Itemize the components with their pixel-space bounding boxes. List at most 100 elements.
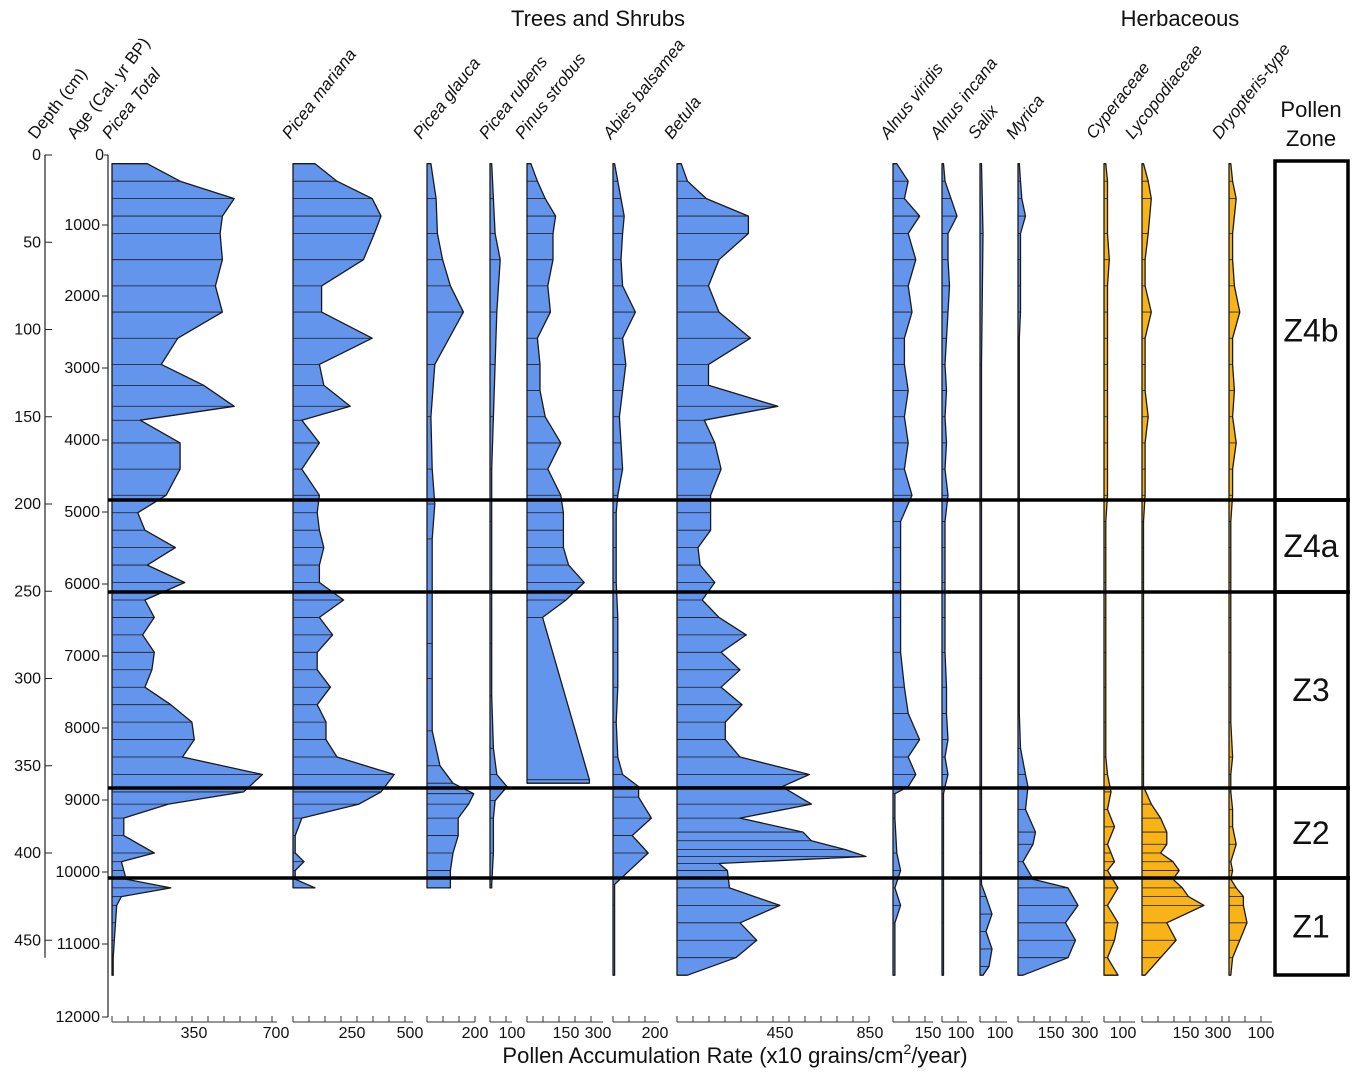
- taxon-x-axis: 450 850: [676, 1016, 884, 1042]
- taxon-label: Dryopteris-type: [1208, 40, 1294, 143]
- zone-label: Z4a: [1283, 528, 1338, 564]
- taxon-dryopteris-type: Dryopteris-type 100: [1208, 40, 1294, 1042]
- taxon-x-axis: 250 500: [292, 1016, 424, 1042]
- group-label-trees: Trees and Shrubs: [511, 6, 685, 31]
- pollen-curve: [892, 163, 921, 976]
- pollen-curve: [1017, 163, 1079, 976]
- depth-tick-label: 50: [23, 234, 41, 251]
- zone-boundaries: Z4b Z4a Z3 Z2 Z1: [108, 159, 1350, 977]
- zone-header-line2: Zone: [1286, 126, 1336, 151]
- pollen-curve: [292, 163, 395, 889]
- taxon-x-axis: 100: [1103, 1016, 1137, 1042]
- x-tick-label: 350: [181, 1025, 208, 1042]
- age-tick-label: 5000: [64, 504, 100, 521]
- x-tick-label: 150: [1038, 1025, 1065, 1042]
- age-tick-label: 7000: [64, 648, 100, 665]
- taxon-label: Picea mariana: [278, 45, 360, 142]
- pollen-curve: [489, 163, 508, 889]
- x-tick-label: 850: [857, 1025, 884, 1042]
- x-axis-title: Pollen Accumulation Rate (x10 grains/cm2…: [502, 1041, 967, 1068]
- taxon-salix: Salix 100: [964, 101, 1013, 1042]
- taxon-x-axis: 200: [612, 1016, 669, 1042]
- x-axis-title-main: Pollen Accumulation Rate (x10 grains/cm: [502, 1043, 903, 1068]
- pollen-curve: [941, 163, 958, 976]
- x-tick-label: 200: [462, 1025, 489, 1042]
- pollen-curve: [526, 163, 591, 784]
- depth-tick-label: 0: [32, 147, 41, 164]
- taxon-picea-glauca: Picea glauca 200: [409, 54, 488, 1042]
- pollen-curve: [111, 163, 264, 976]
- x-tick-label: 100: [987, 1025, 1014, 1042]
- x-tick-label: 300: [1205, 1025, 1232, 1042]
- age-tick-label: 6000: [64, 576, 100, 593]
- zone-header-line1: Pollen: [1280, 97, 1341, 122]
- taxon-label: Betula: [660, 93, 705, 143]
- group-label-herbaceous: Herbaceous: [1121, 6, 1240, 31]
- x-axis-title-sup: 2: [904, 1041, 912, 1057]
- x-tick-label: 150: [915, 1025, 942, 1042]
- x-tick-label: 100: [1248, 1025, 1275, 1042]
- depth-age-axes: 0 50 100 150 200 250 300 350 400 450 0 1000 2000 3000…: [14, 147, 109, 1026]
- pollen-curve: [979, 163, 993, 976]
- depth-tick-label: 200: [14, 496, 41, 513]
- age-tick-label: 3000: [64, 360, 100, 377]
- taxon-label: Myrica: [1002, 91, 1048, 142]
- x-tick-label: 700: [263, 1025, 290, 1042]
- taxon-myrica: Myrica 150 300: [1002, 91, 1098, 1042]
- taxon-x-axis: 200: [426, 1016, 489, 1042]
- taxon-x-axis: 100: [489, 1016, 525, 1042]
- depth-tick-label: 150: [14, 409, 41, 426]
- zone-box: [1273, 876, 1350, 977]
- x-tick-label: 300: [1072, 1025, 1099, 1042]
- depth-tick-label: 250: [14, 583, 41, 600]
- age-tick-label: 0: [95, 147, 104, 164]
- taxon-x-axis: 150 300: [1141, 1016, 1232, 1042]
- pollen-curve: [1228, 163, 1248, 976]
- x-tick-label: 100: [1110, 1025, 1137, 1042]
- x-tick-label: 150: [553, 1025, 580, 1042]
- taxon-x-axis: 350 700: [111, 1016, 290, 1042]
- age-tick-label: 11000: [57, 936, 100, 953]
- zone-label: Z4b: [1283, 313, 1338, 349]
- x-tick-label: 200: [642, 1025, 669, 1042]
- taxon-picea-mariana: Picea mariana 250 500: [278, 45, 423, 1042]
- zone-label: Z1: [1292, 909, 1329, 945]
- pollen-curve: [676, 163, 867, 976]
- taxon-betula: Betula 450 850: [660, 93, 883, 1042]
- x-tick-label: 300: [585, 1025, 612, 1042]
- pollen-curve: [1103, 163, 1119, 976]
- depth-tick-label: 100: [14, 322, 41, 339]
- age-tick-label: 1000: [64, 217, 100, 234]
- x-tick-label: 500: [397, 1025, 424, 1042]
- age-tick-label: 8000: [64, 720, 100, 737]
- pollen-curve: [426, 163, 475, 889]
- pollen-curve: [612, 163, 653, 976]
- taxon-label: Picea glauca: [409, 54, 484, 142]
- zone-label: Z3: [1292, 672, 1329, 708]
- taxon-label: Salix: [964, 101, 1002, 142]
- x-tick-label: 150: [1173, 1025, 1200, 1042]
- age-tick-label: 4000: [64, 432, 100, 449]
- zone-label: Z2: [1292, 815, 1329, 851]
- taxon-x-axis: 100: [979, 1016, 1014, 1042]
- age-tick-label: 12000: [56, 1009, 101, 1026]
- pollen-curve: [1141, 163, 1205, 976]
- taxon-x-axis: 100: [941, 1016, 975, 1042]
- taxon-x-axis: 150 300: [526, 1016, 612, 1042]
- x-tick-label: 450: [767, 1025, 794, 1042]
- depth-tick-label: 450: [14, 932, 41, 949]
- taxon-x-axis: 150: [892, 1016, 942, 1042]
- x-tick-label: 100: [948, 1025, 975, 1042]
- x-tick-label: 250: [339, 1025, 366, 1042]
- x-axis-title-end: /year): [911, 1043, 967, 1068]
- age-tick-label: 9000: [64, 792, 100, 809]
- depth-tick-label: 400: [14, 845, 41, 862]
